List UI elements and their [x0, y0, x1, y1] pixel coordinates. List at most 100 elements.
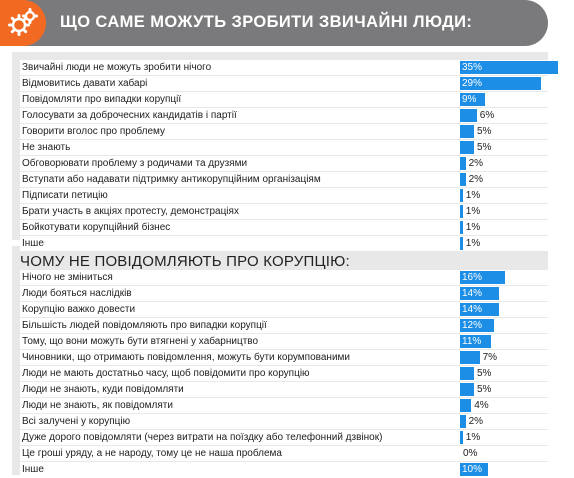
chart-row: Повідомляти про випадки корупції 9%	[20, 92, 550, 107]
value-label: 1%	[465, 190, 481, 201]
bar	[460, 399, 472, 412]
category-label: Люди не знають, куди повідомляти	[22, 384, 184, 395]
bar	[460, 173, 466, 186]
bar	[460, 109, 477, 122]
value-label: 4%	[474, 400, 489, 411]
chart-row: Тому, що вони можуть бути втягнені у хаб…	[20, 334, 550, 349]
value-label: 11%	[462, 336, 482, 347]
value-label: 12%	[462, 320, 483, 331]
chart-row: Люди не знають, як повідомляти 4%	[20, 398, 550, 413]
chart-row: Люди бояться наслідків 14%	[20, 286, 550, 301]
bar	[460, 189, 463, 202]
section-title-reasons: ЧОМУ НЕ ПОВІДОМЛЯЮТЬ ПРО КОРУПЦІЮ:	[20, 253, 350, 270]
bar	[460, 367, 474, 380]
bar	[460, 287, 500, 300]
bar	[460, 157, 466, 170]
chart-row: Брати участь в акціях протесту, демонстр…	[20, 204, 550, 219]
value-label: 6%	[479, 110, 495, 121]
value-label: 5%	[477, 142, 492, 153]
bar	[460, 319, 494, 332]
bar	[460, 351, 480, 364]
value-label: 9%	[462, 94, 477, 105]
header-banner: ЩО САМЕ МОЖУТЬ ЗРОБИТИ ЗВИЧАЙНІ ЛЮДИ:	[0, 0, 548, 46]
category-label: Брати участь в акціях протесту, демонстр…	[22, 206, 239, 217]
chart-row: Більшість людей повідомляють про випадки…	[20, 318, 550, 333]
chart-row: Вступати або надавати підтримку антикору…	[20, 172, 550, 187]
chart-row: Обговорювати проблему з родичами та друз…	[20, 156, 550, 171]
chart-row: Інше 1%	[20, 236, 550, 251]
chart-row: Звичайні люди не можуть зробити нічого 35…	[20, 60, 558, 75]
chart-row: Нічого не зміниться 16%	[20, 270, 550, 285]
bar	[460, 77, 542, 90]
value-label: 1%	[465, 206, 481, 217]
chart-row: Корупцію важко довести 14%	[20, 302, 550, 317]
category-label: Повідомляти про випадки корупції	[22, 94, 182, 105]
bar	[460, 237, 463, 250]
chart-row: Дуже дорого повідомляти (через витрати н…	[20, 430, 550, 445]
bar	[460, 303, 500, 316]
value-label: 10%	[462, 464, 483, 475]
value-label: 29%	[462, 78, 483, 89]
bar	[460, 415, 466, 428]
chart-row: Всі залучені у корупцію 2%	[20, 414, 550, 429]
value-label: 2%	[468, 158, 484, 169]
category-label: Голосувати за доброчесних кандидатів і п…	[22, 110, 237, 121]
bar	[460, 271, 505, 284]
chart-row: Інше 10%	[20, 462, 550, 477]
bar	[460, 221, 463, 234]
bar	[460, 205, 463, 218]
header-title: ЩО САМЕ МОЖУТЬ ЗРОБИТИ ЗВИЧАЙНІ ЛЮДИ:	[60, 13, 473, 31]
category-label: Чиновники, що отримають повідомлення, мо…	[22, 352, 350, 363]
bar	[460, 125, 474, 138]
category-label: Вступати або надавати підтримку антикору…	[22, 174, 321, 185]
bar	[460, 61, 558, 74]
category-label: Говорити вголос про проблему	[22, 126, 166, 137]
value-label: 14%	[462, 288, 483, 299]
category-label: Тому, що вони можуть бути втягнені у хаб…	[22, 336, 259, 347]
category-label: Люди не знають, як повідомляти	[22, 400, 173, 411]
bar	[460, 93, 486, 106]
category-label: Це гроші уряду, а не народу, тому це не …	[22, 448, 282, 459]
gears-icon	[8, 8, 38, 36]
chart-row: Бойкотувати корупційний бізнес 1%	[20, 220, 550, 235]
category-label: Бойкотувати корупційний бізнес	[22, 222, 171, 233]
value-label: 35%	[462, 62, 483, 73]
chart-row: Люди не знають, куди повідомляти 5%	[20, 382, 550, 397]
chart-row: Голосувати за доброчесних кандидатів і п…	[20, 108, 550, 123]
category-label: Не знають	[22, 142, 71, 153]
value-label: 2%	[468, 174, 484, 185]
category-label: Відмовитись давати хабарі	[22, 78, 148, 89]
chart-reasons: Нічого не зміниться 16% Люди бояться наслі…	[20, 270, 550, 478]
value-label: 5%	[477, 384, 492, 395]
bar	[460, 431, 463, 444]
value-label: 2%	[468, 416, 484, 427]
category-label: Люди бояться наслідків	[22, 288, 132, 299]
category-label: Люди не мають достатньо часу, щоб повідо…	[22, 368, 310, 379]
chart-row: Люди не мають достатньо часу, щоб повідо…	[20, 366, 550, 381]
value-label: 16%	[462, 272, 483, 283]
value-label: 5%	[477, 126, 492, 137]
value-label: 14%	[462, 304, 483, 315]
value-label: 0%	[463, 448, 478, 459]
category-label: Обговорювати проблему з родичами та друз…	[22, 158, 248, 169]
chart-row: Відмовитись давати хабарі 29%	[20, 76, 550, 91]
bar	[460, 335, 491, 348]
category-label: Нічого не зміниться	[22, 272, 113, 283]
category-label: Інше	[22, 238, 44, 249]
bar	[460, 383, 474, 396]
value-label: 1%	[465, 222, 481, 233]
category-label: Звичайні люди не можуть зробити нічого	[22, 62, 212, 73]
category-label: Більшість людей повідомляють про випадки…	[22, 320, 267, 331]
category-label: Корупцію важко довести	[22, 304, 136, 315]
value-label: 7%	[482, 352, 498, 363]
chart-actions: Звичайні люди не можуть зробити нічого 35…	[20, 60, 558, 252]
bar	[460, 463, 488, 476]
value-label: 1%	[465, 238, 481, 249]
bar	[460, 141, 474, 154]
chart-row: Не знають 5%	[20, 140, 550, 155]
chart-row: Чиновники, що отримають повідомлення, мо…	[20, 350, 550, 365]
chart-row: Говорити вголос про проблему 5%	[20, 124, 550, 139]
category-label: Дуже дорого повідомляти (через витрати н…	[22, 432, 383, 443]
value-label: 1%	[465, 432, 481, 443]
category-label: Інше	[22, 464, 44, 475]
